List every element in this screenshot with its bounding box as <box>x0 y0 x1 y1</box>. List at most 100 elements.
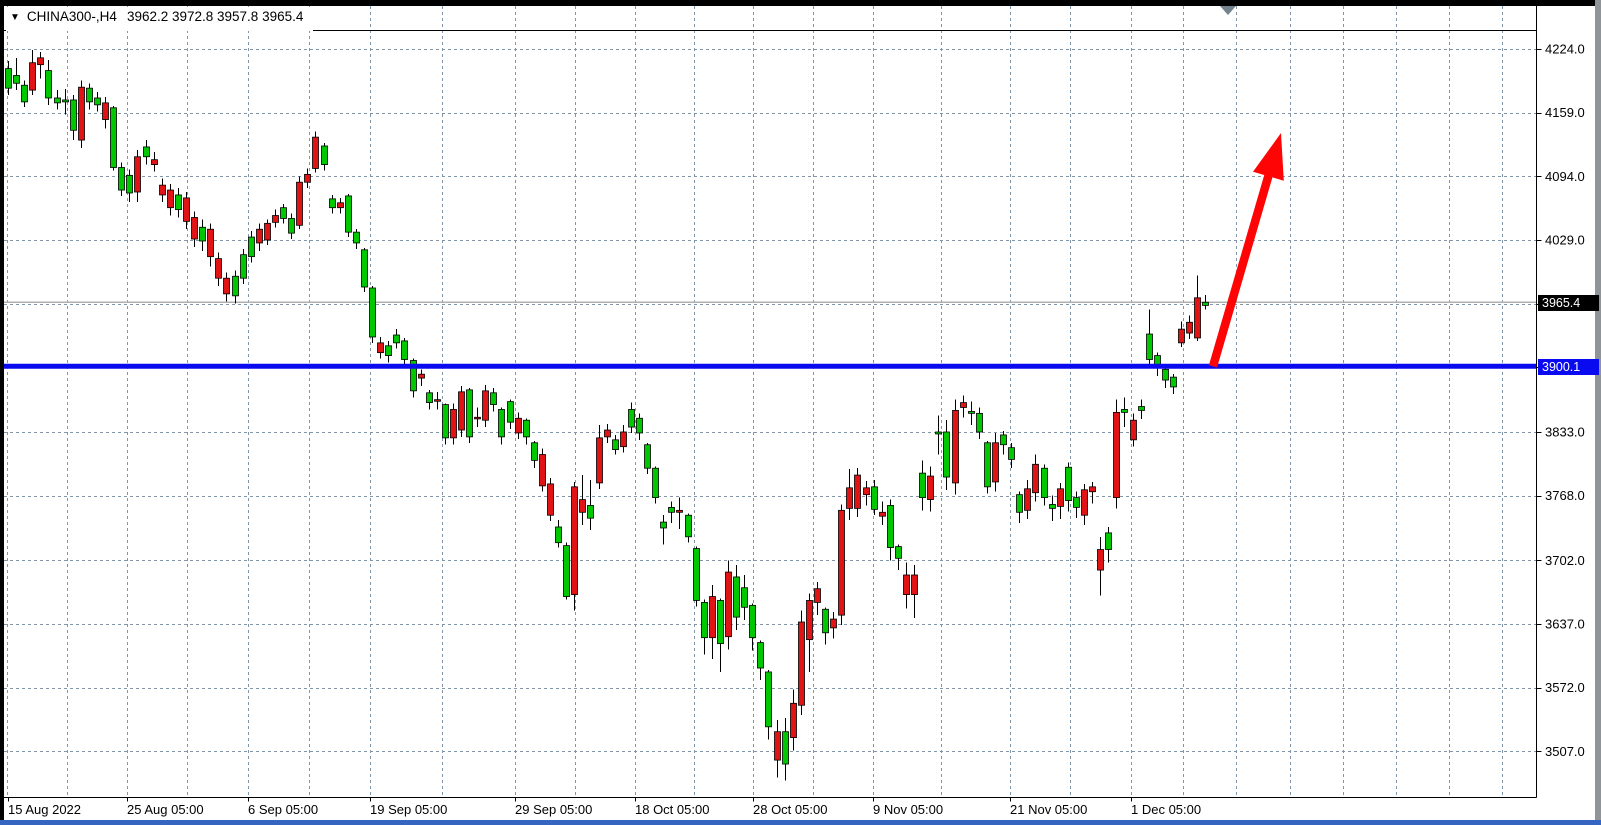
candle-bullish <box>498 409 505 438</box>
candle-bullish <box>765 671 772 728</box>
candle-bearish <box>1024 488 1031 511</box>
candle-bullish <box>652 467 659 499</box>
candle-bearish <box>1186 321 1193 334</box>
candle-bullish <box>612 439 619 451</box>
chart-shift-triangle-icon[interactable] <box>1220 6 1236 15</box>
candle-bullish <box>321 145 328 165</box>
candle-bearish <box>304 173 311 183</box>
candle-bullish <box>401 340 408 360</box>
candle-bullish <box>1016 494 1023 513</box>
candle-bearish <box>1130 419 1137 441</box>
candle-bullish <box>976 412 983 433</box>
candle-bullish <box>70 99 77 131</box>
candle-bullish <box>345 195 352 233</box>
candle-bullish <box>385 345 392 356</box>
time-axis-label[interactable]: 28 Oct 05:00 <box>753 802 827 817</box>
candle-bearish <box>838 509 845 616</box>
candle-bearish <box>725 571 732 638</box>
candle-bearish <box>1194 297 1201 339</box>
candle-bullish <box>701 602 708 639</box>
price-axis-label[interactable]: 4029.0 <box>1545 233 1585 248</box>
candle-bullish <box>54 97 61 104</box>
candle-bearish <box>1057 488 1064 507</box>
candle-bearish <box>676 509 683 513</box>
price-axis-label[interactable]: 3833.0 <box>1545 424 1585 439</box>
candle-bearish <box>207 228 214 258</box>
candle-bullish <box>523 419 530 438</box>
symbol-period-label: CHINA300-,H4 <box>26 9 117 24</box>
candle-bullish <box>822 608 829 634</box>
time-axis-label[interactable]: 9 Nov 05:00 <box>873 802 943 817</box>
candle-bullish <box>248 236 255 258</box>
candle-bullish <box>1000 434 1007 446</box>
candle-bullish <box>1049 504 1056 509</box>
candle-bearish <box>29 62 36 91</box>
bullish-arrow-shaft[interactable] <box>1208 174 1273 368</box>
candle-bearish <box>1097 549 1104 571</box>
time-axis-label[interactable]: 15 Aug 2022 <box>8 802 81 817</box>
price-axis-label[interactable]: 4224.0 <box>1545 41 1585 56</box>
candle-bullish <box>466 389 473 438</box>
candle-bearish <box>806 600 813 641</box>
price-axis-label[interactable]: 3572.0 <box>1545 680 1585 695</box>
candle-bullish <box>919 472 926 499</box>
candle-bearish <box>151 159 158 165</box>
candle-bullish <box>490 392 497 405</box>
candle-bearish <box>474 416 481 420</box>
candle-bullish <box>199 226 206 242</box>
window-border-left <box>0 0 4 820</box>
candle-bullish <box>531 442 538 461</box>
candle-bullish <box>782 731 789 765</box>
candle-bearish <box>159 184 166 196</box>
candle-bearish <box>167 189 174 209</box>
symbol-dropdown-icon[interactable]: ▼ <box>10 12 20 23</box>
bullish-arrow-head[interactable] <box>1253 133 1284 181</box>
candle-bullish <box>968 411 975 414</box>
candle-bearish <box>911 574 918 595</box>
price-axis-label[interactable]: 3507.0 <box>1545 744 1585 759</box>
candle-bullish <box>369 287 376 338</box>
time-axis-label[interactable]: 19 Sep 05:00 <box>370 802 447 817</box>
candle-bearish <box>952 410 959 484</box>
candle-bullish <box>1121 409 1128 413</box>
candle-bullish <box>741 587 748 608</box>
candle-bullish <box>1170 376 1177 388</box>
candle-bullish <box>555 526 562 544</box>
candle-bullish <box>644 444 651 469</box>
candle-bearish <box>1032 463 1039 494</box>
candle-bullish <box>1138 406 1145 411</box>
candle-bullish <box>442 404 449 439</box>
price-axis-label[interactable]: 3702.0 <box>1545 553 1585 568</box>
candle-bearish <box>191 217 198 240</box>
time-axis-label[interactable]: 29 Sep 05:00 <box>515 802 592 817</box>
candle-bearish <box>215 258 222 279</box>
candle-bearish <box>434 399 441 402</box>
candle-bullish <box>628 409 635 428</box>
price-axis-label[interactable]: 4094.0 <box>1545 169 1585 184</box>
time-axis-label[interactable]: 1 Dec 05:00 <box>1131 802 1201 817</box>
price-axis-label[interactable]: 3637.0 <box>1545 616 1585 631</box>
candle-bullish <box>717 600 724 644</box>
price-axis-label[interactable]: 4159.0 <box>1545 105 1585 120</box>
time-axis-label[interactable]: 21 Nov 05:00 <box>1010 802 1087 817</box>
candle-bullish <box>895 546 902 559</box>
time-axis-label[interactable]: 18 Oct 05:00 <box>635 802 709 817</box>
candle-bullish <box>329 198 336 209</box>
candle-bullish <box>94 97 101 106</box>
candle-bullish <box>733 576 740 618</box>
candle-bearish <box>927 475 934 500</box>
candle-bearish <box>539 454 546 487</box>
candle-bearish <box>571 486 578 595</box>
candle-bearish <box>846 487 853 509</box>
price-axis-label[interactable]: 3768.0 <box>1545 488 1585 503</box>
candle-bearish <box>134 156 141 193</box>
time-axis-label[interactable]: 25 Aug 05:00 <box>127 802 204 817</box>
candle-bullish <box>507 401 514 423</box>
candle-bullish <box>1073 497 1080 508</box>
candle-bearish <box>37 57 44 66</box>
candle-bullish <box>13 75 20 84</box>
time-axis-label[interactable]: 6 Sep 05:00 <box>248 802 318 817</box>
candle-bullish <box>1065 466 1072 501</box>
candle-bearish <box>78 86 85 141</box>
